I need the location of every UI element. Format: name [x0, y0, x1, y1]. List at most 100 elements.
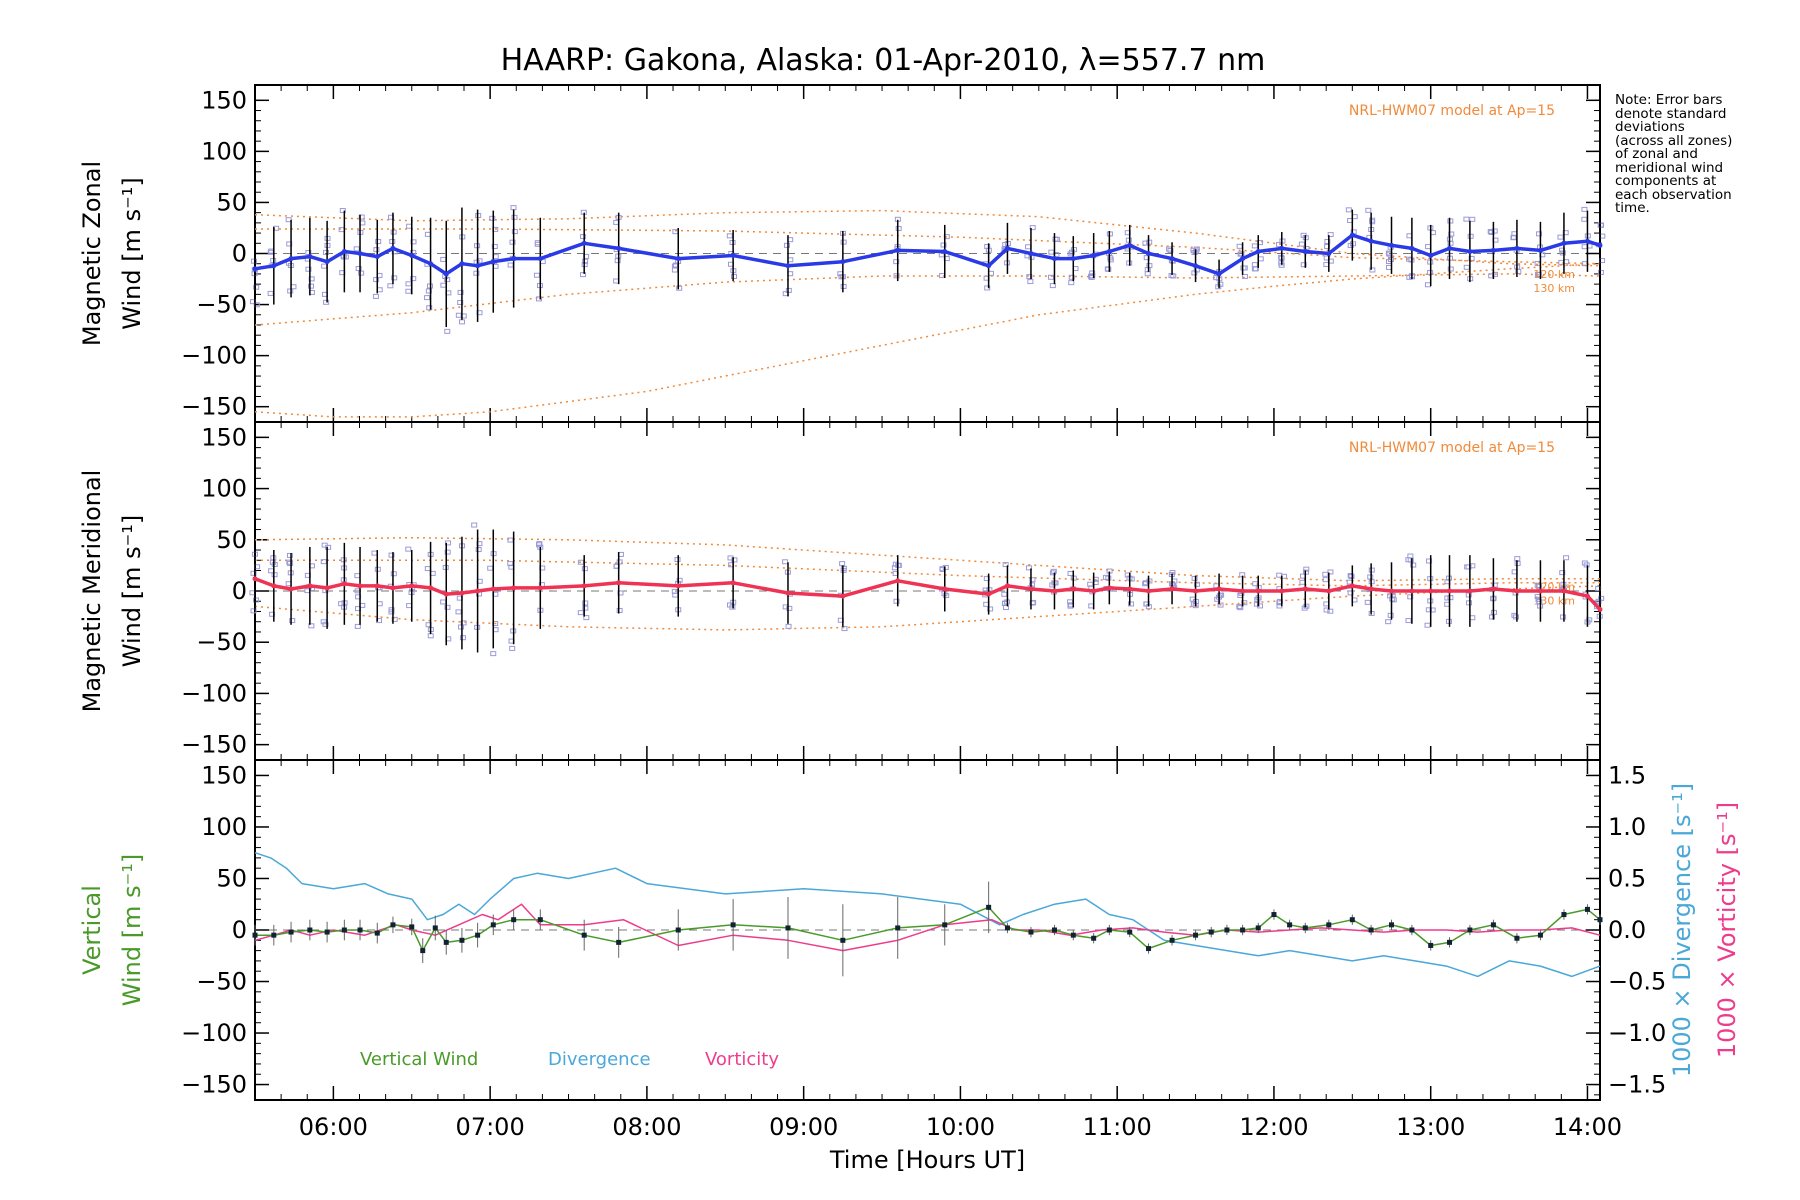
meridional-zone-point	[1241, 600, 1248, 606]
zonal-zone-point	[1447, 218, 1454, 224]
zonal-zone-point	[440, 282, 447, 288]
zonal-zone-point	[533, 272, 540, 278]
meridional-data-point	[390, 585, 396, 591]
zonal-zone-point	[305, 250, 312, 256]
meridional-zone-point	[509, 645, 516, 651]
zonal-zone-point	[1144, 267, 1151, 273]
meridional-zone-point	[1410, 562, 1417, 568]
note-line: time.	[1615, 200, 1650, 216]
vertical-wind-point	[374, 930, 380, 936]
zonal-zone-point	[783, 242, 790, 248]
zonal-zone-point	[614, 258, 621, 264]
meridional-zone-point	[388, 609, 395, 615]
meridional-zone-point	[1303, 566, 1310, 572]
meridional-zone-point	[1236, 604, 1243, 610]
meridional-zone-point	[250, 608, 257, 614]
meridional-data-point	[1255, 588, 1261, 594]
meridional-data-point	[428, 585, 434, 591]
vertical-wind-point	[1561, 912, 1567, 918]
meridional-ytick-label: −150	[181, 731, 247, 759]
zonal-zone-point	[323, 249, 330, 255]
vertical-wind-point	[895, 925, 901, 931]
meridional-zone-point	[440, 599, 447, 605]
meridional-zone-point	[1465, 564, 1472, 570]
vertical-wind-point	[1428, 942, 1434, 948]
zonal-zone-point	[426, 305, 433, 311]
meridional-data-point	[1070, 586, 1076, 592]
meridional-zone-point	[1405, 618, 1412, 624]
zonal-zone-point	[287, 288, 294, 294]
zonal-zone-point	[1468, 255, 1475, 261]
zonal-zone-point	[489, 215, 496, 221]
zonal-data-point	[511, 256, 517, 262]
meridional-data-point	[1028, 586, 1034, 592]
meridional-zone-point	[390, 571, 397, 577]
vertical-ytick-label: 150	[201, 761, 247, 789]
y2-tick-label: −0.5	[1608, 968, 1666, 996]
vertical-ytick-label: −150	[181, 1071, 247, 1099]
meridional-data-point	[1428, 588, 1434, 594]
xtick-label: 14:00	[1553, 1113, 1622, 1141]
zonal-data-point	[1537, 247, 1543, 253]
vertical-wind-point	[942, 922, 948, 928]
meridional-data-point	[409, 583, 415, 589]
zonal-data-point	[1279, 245, 1285, 251]
meridional-zone-point	[406, 603, 413, 609]
meridional-data-point	[357, 583, 363, 589]
vertical-wind-point	[1224, 927, 1230, 933]
zonal-data-point	[1193, 263, 1199, 269]
zonal-ytick-label: 100	[201, 137, 247, 165]
zonal-data-point	[1004, 245, 1010, 251]
zonal-zone-point	[613, 278, 620, 284]
meridional-data-point	[1447, 588, 1453, 594]
zonal-zone-point	[940, 242, 947, 248]
vertical-wind-point	[511, 917, 517, 923]
zonal-model-120km-line	[254, 209, 1601, 267]
meridional-data-point	[1193, 588, 1199, 594]
vertical-wind-point	[1287, 922, 1293, 928]
meridional-zone-point	[444, 549, 451, 555]
meridional-zone-point	[1364, 599, 1371, 605]
meridional-data-point	[1409, 588, 1415, 594]
vertical-wind-point	[357, 927, 363, 933]
zonal-zone-point	[355, 266, 362, 272]
vertical-wind-point	[271, 932, 277, 938]
meridional-data-point	[1279, 588, 1285, 594]
zonal-data-point	[1326, 251, 1332, 256]
zonal-zone-point	[1324, 238, 1331, 244]
zonal-zone-point	[1251, 262, 1258, 268]
zonal-zone-point	[1240, 265, 1247, 271]
vertical-wind-point	[475, 932, 481, 938]
vertical-ytick-label: −50	[196, 968, 247, 996]
xtick-label: 06:00	[299, 1113, 368, 1141]
meridional-zone-point	[444, 604, 451, 610]
meridional-zone-point	[286, 559, 293, 565]
zonal-zone-point	[511, 214, 518, 220]
vertical-wind-point	[420, 948, 426, 954]
vertical-wind-point	[1514, 935, 1520, 941]
zonal-zone-point	[1068, 280, 1075, 286]
vertical-wind-point	[1004, 925, 1010, 931]
zonal-data-point	[341, 248, 347, 254]
vertical-wind-point	[986, 904, 992, 910]
zonal-data-point	[1389, 242, 1395, 248]
zonal-zone-point	[1463, 216, 1470, 222]
vertical-wind-point	[459, 937, 465, 943]
meridional-zone-point	[616, 559, 623, 565]
meridional-ylabel: Wind [m s⁻¹]	[118, 515, 146, 667]
vertical-wind-point	[1467, 927, 1473, 933]
meridional-zone-point	[1049, 570, 1056, 576]
meridional-zone-point	[1385, 619, 1392, 625]
zonal-zone-point	[1327, 232, 1334, 238]
zonal-zone-point	[1027, 279, 1034, 285]
meridional-zone-point	[577, 559, 584, 565]
meridional-zone-point	[459, 635, 466, 641]
vertical-wind-point	[432, 925, 438, 931]
meridional-ytick-label: 50	[216, 526, 247, 554]
zonal-zone-point	[509, 239, 516, 245]
meridional-zone-point	[1405, 557, 1412, 563]
y2-label: 1000 × Divergence [s⁻¹]	[1668, 783, 1696, 1077]
meridional-model-label: NRL-HWM07 model at Ap=15	[1349, 440, 1555, 456]
zonal-model-low-line	[254, 262, 1601, 418]
